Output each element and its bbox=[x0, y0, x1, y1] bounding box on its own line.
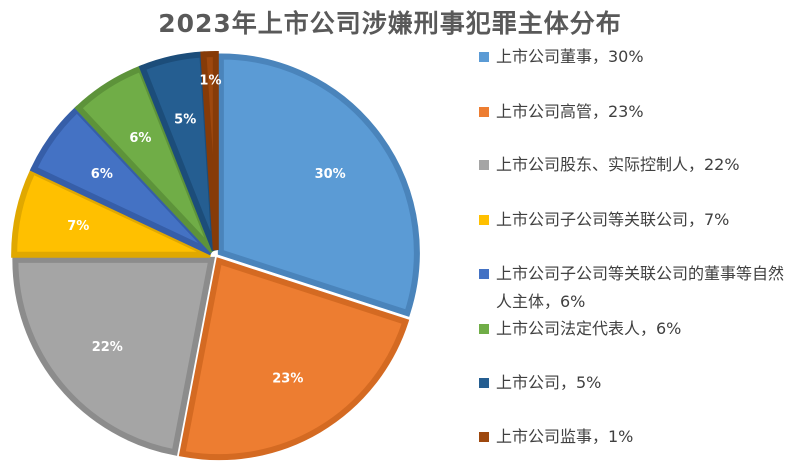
legend-swatch-1 bbox=[479, 107, 489, 117]
legend-swatch-3 bbox=[479, 215, 489, 225]
slice-data-label-0: 30% bbox=[315, 167, 346, 182]
legend-swatch-5 bbox=[479, 324, 489, 334]
pie-slice-1 bbox=[178, 257, 410, 461]
legend-swatch-6 bbox=[479, 378, 489, 388]
legend-label-1: 上市公司高管，23% bbox=[496, 102, 644, 121]
slice-data-label-4: 6% bbox=[91, 167, 113, 182]
legend-label-7: 上市公司监事，1% bbox=[496, 427, 634, 446]
slice-data-label-5: 6% bbox=[129, 131, 151, 146]
legend-label-3: 上市公司子公司等关联公司，7% bbox=[496, 210, 730, 229]
legend-label-6: 上市公司，5% bbox=[496, 373, 602, 392]
slice-data-label-3: 7% bbox=[67, 219, 89, 234]
pie-slice-7 bbox=[200, 51, 219, 251]
legend-swatch-4 bbox=[479, 269, 489, 279]
slice-data-label-1: 23% bbox=[272, 371, 303, 386]
pie-chart: 30% 23% 22% 7% 6% 6% 5% 1% bbox=[11, 51, 420, 461]
legend-swatch-0 bbox=[479, 52, 489, 62]
slice-data-label-7: 1% bbox=[199, 74, 221, 89]
legend-label-5: 上市公司法定代表人，6% bbox=[496, 319, 682, 338]
chart-title: 2023年上市公司涉嫌刑事犯罪主体分布 bbox=[158, 9, 622, 38]
slice-data-label-2: 22% bbox=[92, 340, 123, 355]
legend-label-2: 上市公司股东、实际控制人，22% bbox=[496, 155, 740, 174]
slice-data-label-6: 5% bbox=[174, 112, 196, 127]
legend-swatch-7 bbox=[479, 432, 489, 442]
legend-label-0: 上市公司董事，30% bbox=[496, 47, 644, 66]
legend-swatch-2 bbox=[479, 160, 489, 170]
pie-slice-2 bbox=[12, 256, 216, 456]
legend-label-4: 上市公司子公司等关联公司的董事等自然人主体，6% bbox=[496, 264, 785, 311]
pie-slice-0 bbox=[217, 53, 420, 317]
